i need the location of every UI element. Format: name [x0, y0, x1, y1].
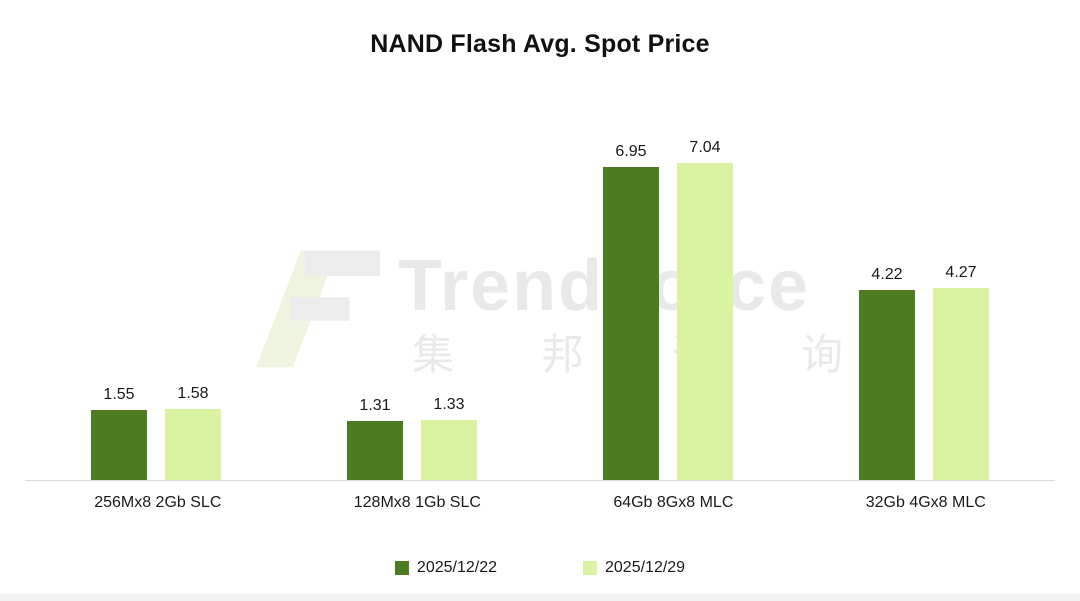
bottom-strip [0, 594, 1080, 601]
bar-group: 6.95 7.04 [603, 124, 733, 480]
legend-swatch [583, 561, 597, 575]
bar-column: 6.95 [603, 142, 659, 480]
bar-pair: 4.22 4.27 [859, 124, 989, 480]
bar-column: 7.04 [677, 138, 733, 480]
bar [933, 287, 989, 480]
bar-value-label: 4.22 [871, 265, 903, 283]
bar-column: 4.22 [859, 265, 915, 480]
bar-value-label: 4.27 [945, 263, 977, 281]
bar-value-label: 1.33 [433, 396, 465, 414]
legend-item: 2025/12/22 [394, 559, 497, 577]
category-label: 128Mx8 1Gb SLC [353, 494, 481, 511]
category-label: 64Gb 8Gx8 MLC [613, 494, 734, 511]
bar-group: 1.55 1.58 [91, 124, 221, 480]
legend-label: 2025/12/29 [605, 559, 686, 576]
bar-value-label: 1.58 [177, 384, 209, 402]
bar-pair: 1.31 1.33 [347, 124, 477, 480]
bar-value-label: 1.31 [359, 397, 391, 414]
bar [165, 408, 221, 480]
bar [603, 166, 659, 480]
bar [859, 289, 915, 480]
legend-item: 2025/12/29 [583, 559, 685, 577]
bar-value-label: 7.04 [689, 138, 721, 156]
bar-column: 4.27 [933, 263, 989, 480]
bar-group: 1.31 1.33 [347, 124, 477, 480]
chart-title: NAND Flash Avg. Spot Price [370, 30, 710, 58]
legend-swatch [394, 561, 409, 575]
bar-value-label: 1.55 [103, 386, 135, 404]
bar-column: 1.33 [421, 397, 477, 480]
chart-groups: 1.55 1.58 1.31 1.33 6.95 7.04 4.22 4.27 [28, 124, 1052, 480]
legend: 2025/12/22 2025/12/29 [0, 559, 1080, 577]
category-label: 32Gb 4Gx8 MLC [865, 494, 986, 511]
bar [421, 420, 477, 480]
bar-value-label: 6.95 [615, 142, 647, 160]
bar-column: 1.55 [91, 387, 147, 480]
category-labels-row: 256Mx8 2Gb SLC 128Mx8 1Gb SLC 64Gb 8Gx8 ML… [28, 494, 1052, 512]
bar-group: 4.22 4.27 [859, 124, 989, 480]
bar-column: 1.31 [347, 398, 403, 480]
bar-column: 1.58 [165, 384, 221, 480]
bar [677, 162, 733, 480]
x-axis-line [25, 480, 1055, 481]
bar [91, 410, 147, 480]
legend-label: 2025/12/22 [416, 559, 497, 576]
bar-pair: 1.55 1.58 [91, 124, 221, 480]
bar [347, 421, 403, 480]
bar-pair: 6.95 7.04 [603, 124, 733, 480]
category-label: 256Mx8 2Gb SLC [94, 494, 222, 511]
